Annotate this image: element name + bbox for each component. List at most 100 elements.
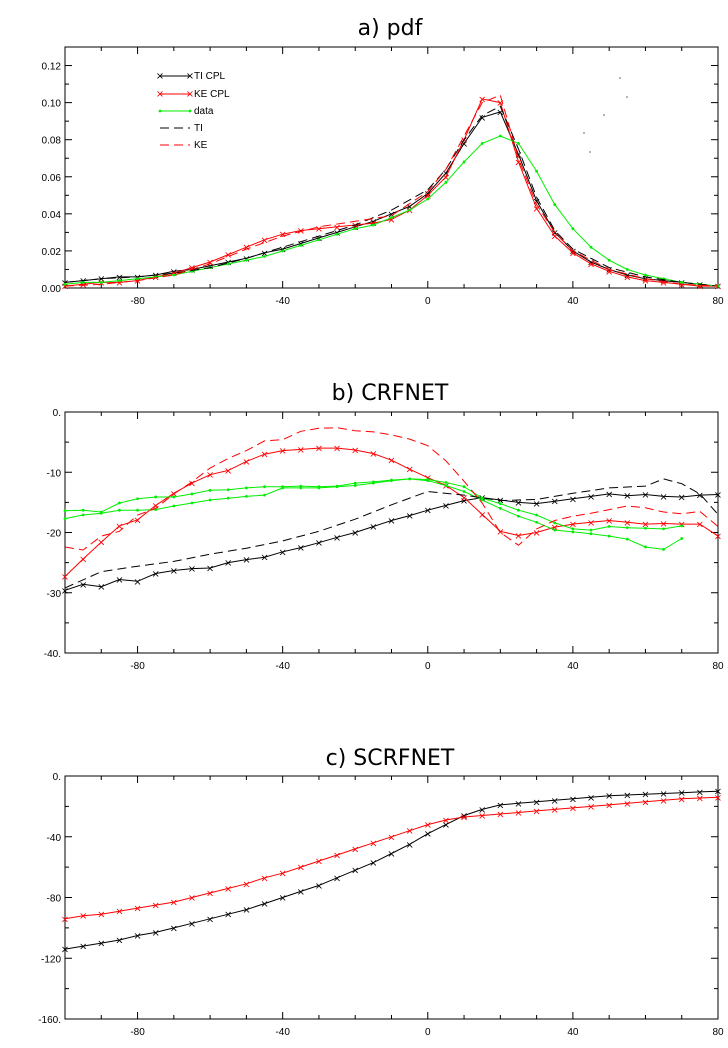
data-point-marker: × (532, 797, 540, 808)
panel-crfnet: b) CRFNET -80 -40 0 40 80-40.-30-20-100. ×× ×… (44, 381, 724, 672)
axes: -80 -40 0 40 80 0.00 0.02 0.04 0.06 0.08 0.10 0.12 (42, 46, 724, 307)
data-point-marker: × (623, 272, 631, 283)
data-point-marker: × (333, 873, 341, 884)
data-point-marker: × (532, 806, 540, 817)
data-point-marker (680, 281, 684, 284)
data-point-marker: × (532, 196, 540, 207)
data-point-marker: × (623, 799, 631, 810)
data-point-marker (607, 258, 611, 262)
data-point-marker (462, 160, 466, 164)
data-point-marker: × (387, 849, 395, 860)
data-point-marker (625, 537, 629, 541)
data-point-marker (571, 227, 575, 231)
data-point-marker: × (641, 276, 649, 287)
data-point-marker (299, 243, 303, 247)
data-point-marker: × (587, 802, 595, 813)
series-line (64, 105, 719, 287)
data-point-marker (63, 517, 67, 521)
data-point-marker: × (623, 518, 631, 529)
data-point-marker: × (551, 796, 559, 807)
data-point-marker (353, 484, 357, 487)
data-point-marker: × (478, 805, 486, 816)
data-point-marker: × (641, 274, 649, 285)
legend-label: KE (194, 140, 208, 151)
data-point-marker (535, 513, 539, 517)
data-point-marker: × (514, 150, 522, 161)
data-point-marker (81, 508, 85, 512)
data-point-marker: × (387, 832, 395, 843)
data-point-marker (535, 520, 539, 524)
data-point-marker (480, 142, 484, 145)
data-point-marker: × (696, 794, 704, 805)
x-tick-label: -80 (130, 1027, 145, 1038)
data-point-marker (517, 508, 520, 512)
x-tick-label: 80 (712, 1027, 724, 1038)
data-point-marker: × (206, 888, 214, 899)
data-point-marker: × (315, 857, 323, 868)
legend: × × TI CPL × × KE CPL data (156, 71, 230, 151)
data-point-marker: × (170, 898, 178, 909)
panel-scrfnet: c) SCRFNET -80 -40 0 40 80-160.-120-80-400. … (38, 746, 724, 1038)
data-point-marker: × (387, 456, 395, 467)
data-point-marker (644, 273, 647, 277)
y-tick-label: 0. (53, 772, 61, 783)
data-point-marker (208, 488, 212, 492)
data-point-marker: × (442, 820, 450, 831)
data-point-marker (390, 216, 393, 219)
data-point-marker: × (297, 543, 305, 554)
data-point-marker (644, 545, 647, 549)
data-point-marker: × (333, 222, 341, 233)
series-line (64, 94, 719, 287)
x-tick-label: -40 (275, 1027, 290, 1038)
series-line (64, 796, 719, 920)
data-point-marker (263, 255, 266, 258)
series-line (64, 98, 718, 287)
series-group: × × × × × × × × × × × × × × × × × × × × × × × × × × × × × × × × × × × × × × × ×… (61, 427, 722, 597)
data-point-marker (553, 521, 557, 525)
data-point-marker: × (206, 914, 214, 925)
data-point-marker (244, 258, 248, 262)
data-point-marker: × (242, 243, 250, 254)
data-point-marker: × (696, 787, 704, 798)
data-point-marker: × (514, 157, 522, 168)
data-point-marker: × (532, 499, 540, 510)
data-point-marker (535, 169, 539, 173)
data-point-marker (81, 513, 85, 517)
data-point-marker (589, 245, 593, 249)
data-point-marker (99, 511, 103, 515)
data-point-marker: × (641, 520, 649, 531)
data-point-marker: × (315, 538, 323, 549)
data-point-marker: × (260, 248, 268, 259)
y-tick-label: 0.06 (42, 173, 62, 184)
legend-label: KE CPL (194, 89, 230, 100)
data-point-marker (426, 478, 430, 481)
data-point-marker: × (659, 278, 667, 289)
data-point-marker: × (133, 577, 141, 588)
data-point-marker: × (369, 858, 377, 869)
y-tick-label: -80 (47, 894, 62, 905)
data-point-marker: × (659, 796, 667, 807)
data-point-marker: × (678, 788, 686, 799)
data-point-marker (571, 527, 575, 531)
data-point-marker (172, 504, 176, 508)
data-point-marker: × (478, 113, 486, 124)
data-point-marker: × (242, 879, 250, 890)
data-point-marker: × (61, 572, 69, 583)
data-point-marker (444, 180, 448, 184)
data-point-marker: × (97, 939, 105, 950)
data-point-marker: × (587, 258, 595, 269)
y-tick-label: -120 (41, 954, 61, 965)
legend-entry: × × TI CPL (156, 71, 226, 82)
data-point-marker: × (714, 490, 722, 501)
data-point-marker (444, 484, 448, 487)
data-point-marker: × (61, 914, 69, 925)
data-point-marker: × (351, 866, 359, 877)
data-point-marker: × (260, 873, 268, 884)
legend-label: data (194, 106, 214, 117)
data-point-marker: × (97, 582, 105, 593)
data-point-marker: × (97, 538, 105, 549)
data-point-marker: × (79, 911, 87, 922)
data-point-marker: × (151, 928, 159, 939)
data-point-marker (63, 509, 67, 513)
legend-entry: data (158, 106, 214, 117)
